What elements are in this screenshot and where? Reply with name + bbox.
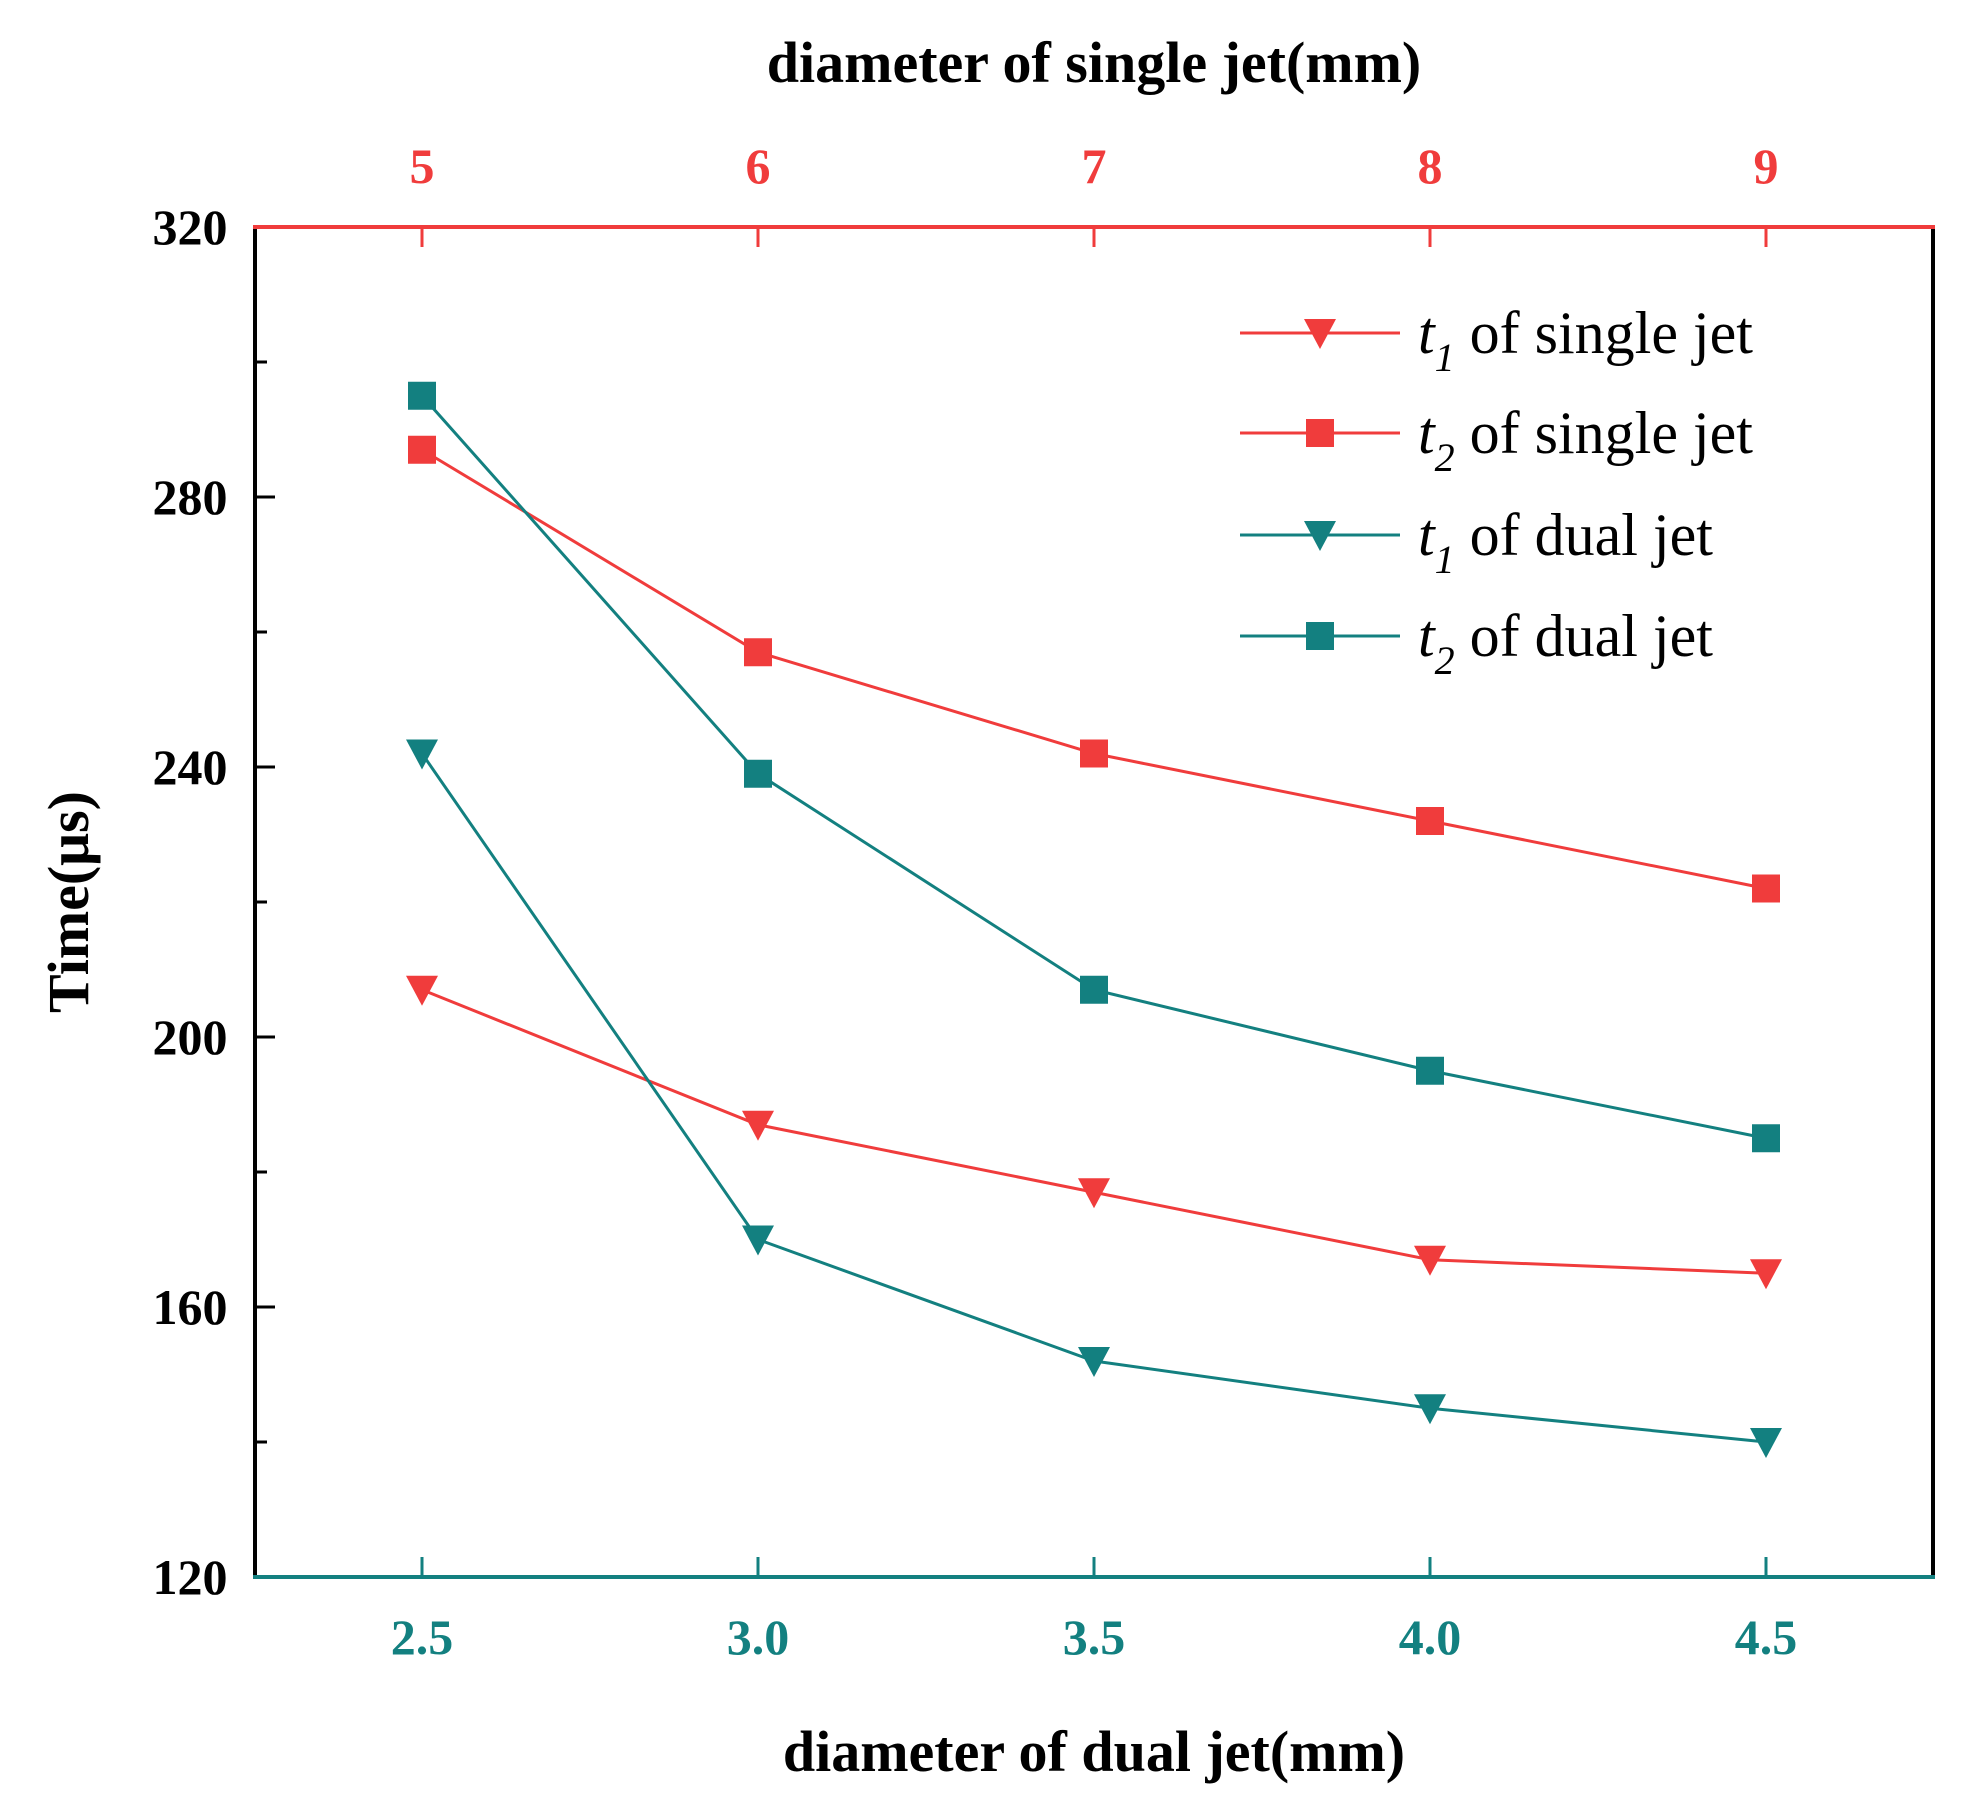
legend-subscript: 1 — [1435, 335, 1455, 380]
bottom-axis-tick-label: 3.0 — [727, 1609, 790, 1665]
x-axis-ticks: 5 2.5 6 3.0 7 3.5 8 4.0 9 4.5 — [391, 138, 1798, 1665]
legend-item: t1 of single jet — [1240, 300, 1753, 380]
data-point — [1078, 1347, 1110, 1377]
legend-item: t2 of single jet — [1240, 400, 1753, 480]
top-axis-tick-label: 9 — [1754, 138, 1779, 194]
legend-marker — [1306, 622, 1334, 650]
series-2 — [408, 435, 1780, 903]
bottom-axis-tick-label: 4.0 — [1399, 1609, 1462, 1665]
legend-symbol: t — [1418, 502, 1436, 568]
data-point — [1750, 1259, 1782, 1290]
legend-symbol: t — [1418, 400, 1436, 466]
top-axis-title: diameter of single jet(mm) — [767, 30, 1421, 95]
legend-marker — [1306, 419, 1334, 447]
data-point — [744, 638, 772, 667]
y-tick-label: 160 — [153, 1279, 228, 1335]
data-point — [408, 381, 436, 410]
y-axis-title: Time(μs) — [36, 791, 101, 1013]
data-point — [406, 739, 438, 770]
data-point — [1416, 1056, 1444, 1085]
legend-text-rest: of single jet — [1455, 300, 1754, 366]
legend-symbol: t — [1418, 300, 1436, 366]
y-tick-label: 320 — [153, 199, 228, 255]
data-point — [406, 975, 438, 1006]
legend-item: t1 of dual jet — [1240, 502, 1713, 582]
y-tick-label: 200 — [153, 1009, 228, 1065]
top-axis-tick-label: 5 — [410, 138, 435, 194]
legend-label: t2 of single jet — [1418, 400, 1753, 480]
data-point — [1414, 1394, 1446, 1425]
data-point — [1416, 807, 1444, 835]
legend-label: t1 of dual jet — [1418, 502, 1713, 582]
legend-symbol: t — [1418, 603, 1436, 669]
bottom-axis-tick-label: 3.5 — [1063, 1609, 1126, 1665]
data-point — [1080, 975, 1108, 1004]
data-point — [1080, 739, 1108, 768]
legend-label: t1 of single jet — [1418, 300, 1753, 380]
legend-item: t2 of dual jet — [1240, 603, 1713, 683]
data-point — [1752, 874, 1780, 903]
y-axis-ticks: 120 160 200 240 280 320 — [153, 199, 275, 1605]
bottom-axis-title: diameter of dual jet(mm) — [783, 1719, 1405, 1784]
legend-text-rest: of single jet — [1455, 400, 1754, 466]
top-axis-tick-label: 6 — [746, 138, 771, 194]
y-tick-label: 240 — [153, 739, 228, 795]
legend-text-rest: of dual jet — [1455, 502, 1714, 568]
series-3 — [406, 739, 1782, 1458]
data-point — [408, 435, 436, 464]
series-layer — [406, 381, 1782, 1458]
data-point — [1752, 1124, 1780, 1153]
data-point — [1078, 1178, 1110, 1209]
data-point — [1414, 1245, 1446, 1276]
data-point — [1750, 1428, 1782, 1458]
legend-subscript: 1 — [1435, 537, 1455, 582]
bottom-axis-tick-label: 4.5 — [1735, 1609, 1798, 1665]
data-point — [742, 1110, 774, 1141]
y-tick-label: 120 — [153, 1549, 228, 1605]
legend-subscript: 2 — [1435, 638, 1455, 683]
legend-label: t2 of dual jet — [1418, 603, 1713, 683]
legend-marker — [1304, 319, 1336, 349]
series-4 — [408, 381, 1780, 1153]
data-point — [742, 1225, 774, 1256]
legend-subscript: 2 — [1435, 435, 1455, 480]
legend-marker — [1304, 521, 1336, 551]
top-axis-tick-label: 8 — [1418, 138, 1443, 194]
top-axis-tick-label: 7 — [1082, 138, 1107, 194]
y-tick-label: 280 — [153, 469, 228, 525]
bottom-axis-tick-label: 2.5 — [391, 1609, 454, 1665]
data-point — [744, 759, 772, 788]
legend-text-rest: of dual jet — [1455, 603, 1714, 669]
